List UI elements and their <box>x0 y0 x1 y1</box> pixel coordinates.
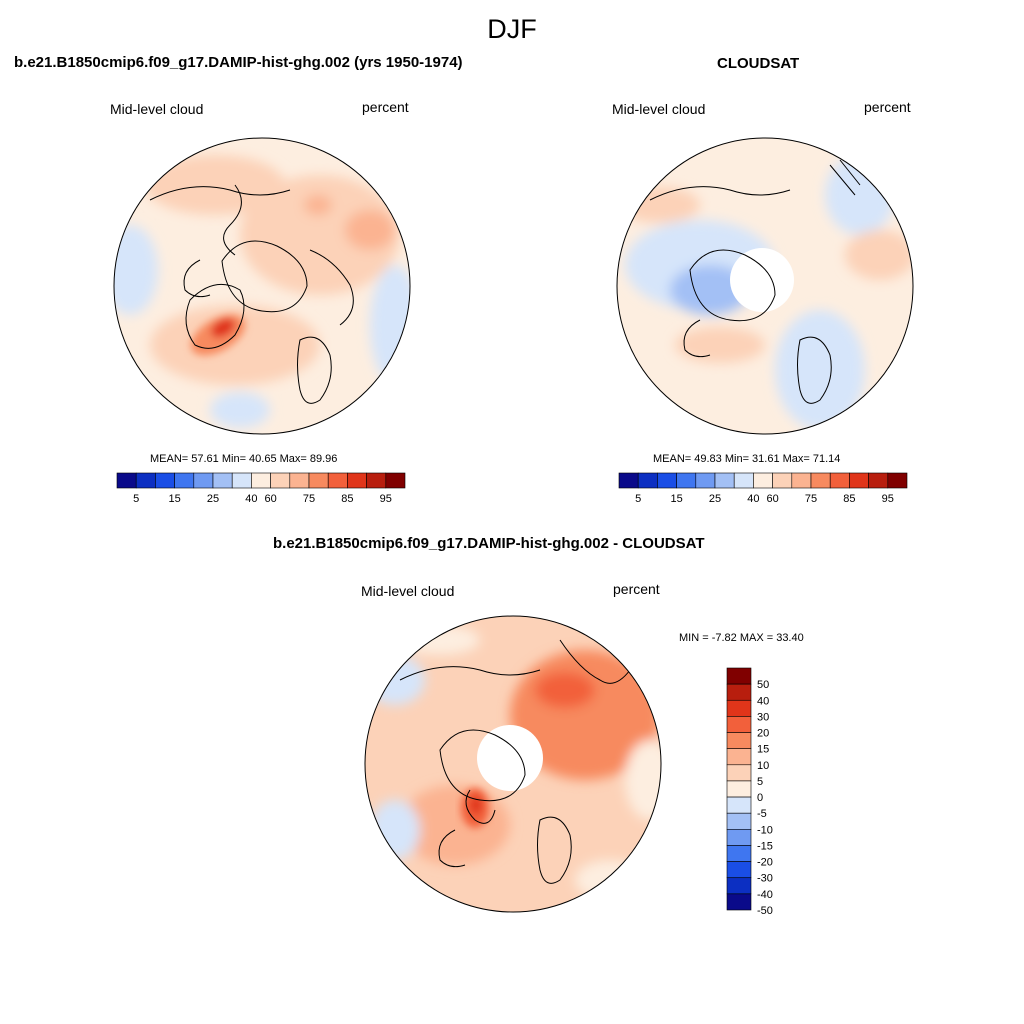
diff-colorbar-box <box>726 812 752 830</box>
diff-colorbar-tick-label: 5 <box>757 776 763 788</box>
model-colorbar-box <box>385 472 406 489</box>
obs-colorbar-box <box>868 472 889 489</box>
diff-colorbar-tick-label: -50 <box>757 905 773 917</box>
model-stats: MEAN= 57.61 Min= 40.65 Max= 89.96 <box>150 453 338 465</box>
diff-colorbar-box <box>726 764 752 782</box>
model-colorbar-tick-label: 85 <box>341 493 353 505</box>
diff-colorbar-tick-label: -40 <box>757 889 773 901</box>
model-colorbar-tick-label: 15 <box>168 493 180 505</box>
obs-colorbar-box <box>637 472 658 489</box>
model-colorbar-box <box>231 472 252 489</box>
obs-colorbar-box <box>657 472 677 489</box>
model-colorbar-tick-label: 75 <box>303 493 315 505</box>
diff-colorbar-tick-label: 20 <box>757 728 769 740</box>
diff-colorbar-tick-label: -5 <box>757 808 767 820</box>
diff-colorbar-box <box>726 780 752 798</box>
model-colorbar-box <box>174 472 195 489</box>
obs-colorbar-tick-label: 15 <box>670 493 682 505</box>
diff-colorbar-box <box>726 877 752 895</box>
figure-title: DJF <box>487 14 537 44</box>
obs-colorbar: 5 15 25 40 60 75 85 95 <box>618 472 908 505</box>
obs-polar-map <box>617 138 913 434</box>
diff-colorbar-tick-label: 15 <box>757 744 769 756</box>
model-colorbar-tick-label: 5 <box>133 493 139 505</box>
obs-colorbar-box <box>849 472 869 489</box>
obs-colorbar-box <box>829 472 850 489</box>
model-units-label: percent <box>362 99 409 115</box>
obs-colorbar-box <box>714 472 735 489</box>
diff-panel-title: b.e21.B1850cmip6.f09_g17.DAMIP-hist-ghg.… <box>273 535 705 552</box>
diff-colorbar-tick-label: -30 <box>757 873 773 885</box>
obs-colorbar-tick-label: 25 <box>709 493 721 505</box>
obs-colorbar-box <box>618 472 639 489</box>
diff-colorbar-box <box>726 829 752 846</box>
model-polar-map <box>114 138 410 434</box>
obs-units-label: percent <box>864 99 911 115</box>
obs-variable-label: Mid-level cloud <box>612 101 706 117</box>
model-colorbar-tick-label: 25 <box>207 493 219 505</box>
obs-colorbar-tick-label: 95 <box>882 493 894 505</box>
model-panel-title: b.e21.B1850cmip6.f09_g17.DAMIP-hist-ghg.… <box>14 54 463 71</box>
model-colorbar-box <box>116 472 137 489</box>
diff-colorbar-tick-label: 30 <box>757 711 769 723</box>
model-colorbar-tick-label: 40 <box>245 493 257 505</box>
diff-colorbar-box <box>726 845 752 862</box>
diff-units-label: percent <box>613 581 660 597</box>
obs-stats: MEAN= 49.83 Min= 31.61 Max= 71.14 <box>653 453 841 465</box>
diff-map-border <box>364 615 662 913</box>
obs-colorbar-box <box>733 472 754 489</box>
model-colorbar-box <box>193 472 214 489</box>
model-variable-label: Mid-level cloud <box>110 101 204 117</box>
diff-colorbar-tick-label: 50 <box>757 679 769 691</box>
model-colorbar-box <box>212 472 233 489</box>
model-colorbar-box <box>366 472 387 489</box>
diff-colorbar-tick-label: 40 <box>757 695 769 707</box>
diff-colorbar-box <box>726 732 752 749</box>
model-colorbar-box <box>270 472 291 489</box>
obs-map-border <box>616 137 914 435</box>
diff-colorbar-tick-label: -15 <box>757 840 773 852</box>
model-colorbar: 5 15 25 40 60 75 85 95 <box>116 472 406 505</box>
diff-colorbar-tick-label: -10 <box>757 824 773 836</box>
diff-colorbar-box <box>726 748 752 766</box>
obs-colorbar-tick-label: 40 <box>747 493 759 505</box>
obs-colorbar-box <box>695 472 716 489</box>
model-colorbar-box <box>289 472 310 489</box>
obs-panel-title: CLOUDSAT <box>717 55 800 72</box>
obs-colorbar-tick-label: 85 <box>843 493 855 505</box>
obs-colorbar-tick-label: 75 <box>805 493 817 505</box>
model-colorbar-box <box>251 472 271 489</box>
obs-colorbar-box <box>887 472 908 489</box>
model-colorbar-box <box>327 472 348 489</box>
diff-colorbar-tick-label: -20 <box>757 857 773 869</box>
model-colorbar-tick-label: 60 <box>264 493 276 505</box>
diff-colorbar-box <box>726 716 752 733</box>
diff-colorbar-tick-label: 0 <box>757 792 763 804</box>
obs-colorbar-box <box>676 472 697 489</box>
diff-colorbar-box <box>726 667 752 685</box>
model-colorbar-tick-label: 95 <box>380 493 392 505</box>
diff-colorbar-box <box>726 683 752 701</box>
model-map-border <box>113 137 411 435</box>
diff-minmax: MIN = -7.82 MAX = 33.40 <box>679 632 804 644</box>
obs-colorbar-box <box>810 472 831 489</box>
diff-colorbar-box <box>726 796 752 814</box>
model-colorbar-box <box>155 472 175 489</box>
diff-colorbar-box <box>726 893 752 911</box>
obs-colorbar-box <box>753 472 773 489</box>
obs-colorbar-tick-label: 60 <box>766 493 778 505</box>
obs-colorbar-tick-label: 5 <box>635 493 641 505</box>
diff-colorbar-tick-label: 10 <box>757 760 769 772</box>
diff-colorbar-box <box>726 861 752 879</box>
model-colorbar-box <box>135 472 156 489</box>
model-colorbar-box <box>308 472 329 489</box>
diff-polar-map <box>365 616 661 912</box>
obs-colorbar-box <box>791 472 812 489</box>
model-colorbar-box <box>347 472 367 489</box>
diff-colorbar-box <box>726 699 752 717</box>
obs-colorbar-box <box>772 472 793 489</box>
diff-variable-label: Mid-level cloud <box>361 583 455 599</box>
